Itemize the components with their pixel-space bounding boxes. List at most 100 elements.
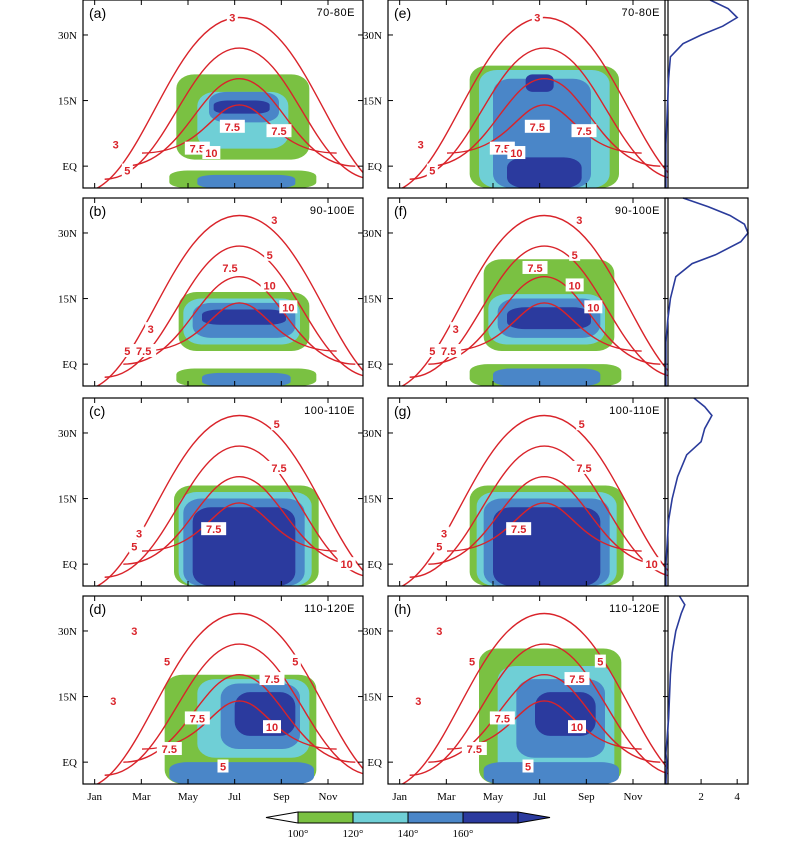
profile-line: [665, 397, 713, 586]
contour-line: [123, 275, 356, 365]
contour-line: [446, 700, 642, 750]
profile-frame: [664, 0, 749, 189]
contour-label-bg: [263, 720, 281, 734]
contour-label-bg: [337, 557, 356, 571]
contour-label: 7.5: [271, 126, 286, 138]
panel-frame: [82, 197, 364, 387]
contour-label: 7.5: [495, 144, 510, 156]
panel-f: 3 5 7.5 10 10 3 5 7.5 (f) 90-100E EQ 15N 30N: [363, 197, 669, 387]
fill-region-level-3: [197, 174, 296, 188]
contour-label-bg: [531, 10, 543, 24]
contour-label: 10: [282, 302, 294, 314]
fill-region-level-4: [493, 507, 601, 586]
contour-label: 7.5: [576, 463, 591, 475]
contour-label-bg: [271, 417, 283, 431]
contour-label: 7.5: [225, 122, 240, 134]
y-tick-label: 15N: [58, 692, 77, 704]
contour-line: [104, 445, 363, 578]
contour-label: 7.5: [190, 713, 205, 725]
contour-label: 5: [436, 542, 442, 554]
fill-region-level-3: [169, 762, 314, 784]
contour-label-bg: [436, 344, 462, 358]
contour-label-bg: [568, 720, 586, 734]
profile-line: [665, 0, 739, 188]
profile-x-tick-label: 4: [734, 791, 740, 803]
y-tick-label: 15N: [58, 494, 77, 506]
panel-frame: [82, 0, 364, 189]
contour-label-bg: [145, 322, 157, 336]
contour-line: [95, 16, 363, 188]
colorbar-segment: [462, 811, 519, 824]
y-tick-label: 15N: [363, 294, 382, 306]
contour-label-bg: [131, 344, 157, 358]
contour-label: 3: [229, 12, 235, 24]
contour-label-bg: [259, 672, 285, 686]
panel-letter: (b): [89, 203, 106, 219]
x-tick-label: Mar: [437, 791, 456, 803]
panel-b: 3 5 7.5 10 10 3 5 7.5 (b) 90-100E EQ 15N 30N: [58, 197, 364, 387]
x-tick-label: May: [483, 791, 504, 803]
fill-region-level-4: [507, 157, 582, 188]
contour-label-bg: [426, 344, 438, 358]
contour-label-bg: [107, 693, 119, 707]
panel-letter: (g): [394, 403, 411, 419]
contour-label-bg: [219, 119, 245, 133]
contour-label: 5: [124, 166, 130, 178]
y-tick-label: EQ: [367, 757, 382, 769]
panel-region: 110-120E: [609, 603, 660, 615]
contour-label: 5: [164, 657, 170, 669]
profile-panel: [664, 197, 749, 387]
contour-label: 10: [205, 148, 217, 160]
panel-letter: (d): [89, 601, 106, 617]
contour-label: 7.5: [530, 122, 545, 134]
contour-label: 3: [136, 529, 142, 541]
contour-label: 7.5: [136, 346, 151, 358]
contour-label: 7.5: [264, 674, 279, 686]
contour-label: 5: [292, 657, 298, 669]
contour-label: 5: [274, 419, 280, 431]
y-tick-label: EQ: [62, 161, 77, 173]
contour-label: 3: [148, 324, 154, 336]
x-tick-label: Jul: [228, 791, 241, 803]
contour-label: 10: [646, 559, 658, 571]
contour-label: 3: [441, 529, 447, 541]
y-tick-label: 30N: [363, 428, 382, 440]
profile-panel: [664, 397, 749, 587]
y-tick-label: 15N: [363, 692, 382, 704]
x-tick-label: Jul: [533, 791, 546, 803]
x-tick-label: Mar: [132, 791, 151, 803]
contour-line: [141, 302, 337, 352]
fill-region-level-3: [202, 372, 291, 386]
profile-frame: [664, 397, 749, 587]
x-tick-label: Jan: [87, 791, 102, 803]
contour-label-bg: [571, 124, 597, 138]
contour-label: 3: [576, 215, 582, 227]
contour-label-bg: [433, 623, 445, 637]
y-tick-label: EQ: [62, 559, 77, 571]
fill-region-level-4: [192, 507, 296, 586]
contour-label: 3: [534, 12, 540, 24]
y-tick-label: 30N: [58, 428, 77, 440]
y-tick-label: 15N: [363, 96, 382, 108]
contour-label-bg: [260, 278, 279, 292]
colorbar-segment: [297, 811, 354, 824]
contour-label-bg: [128, 623, 140, 637]
contour-label: 10: [587, 302, 599, 314]
contour-label: 5: [525, 762, 531, 774]
contour-label-bg: [584, 300, 603, 314]
contour-label-bg: [202, 146, 221, 160]
contour-label-bg: [450, 322, 462, 336]
contour-label: 7.5: [222, 263, 237, 275]
fill-region-level-3: [483, 762, 619, 784]
contour-label: 3: [113, 139, 119, 151]
contour-label: 5: [267, 250, 273, 262]
contour-label: 5: [131, 542, 137, 554]
contour-line: [141, 502, 337, 552]
panel-d: 3 5 5 7.5 3 7.5 10 7.5 5 (d) 110-120E EQ 15N 30N: [58, 595, 364, 785]
contour-label: 5: [579, 419, 585, 431]
panel-frame: [387, 397, 669, 587]
contour-label-bg: [466, 654, 478, 668]
